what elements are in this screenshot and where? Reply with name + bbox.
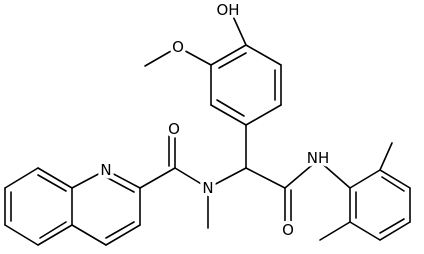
atom-label: O [168, 120, 180, 138]
atom-label: N [202, 179, 213, 197]
atom-label: O [172, 38, 184, 56]
atom-label: NH [307, 149, 330, 167]
atom-label: O [282, 221, 294, 239]
atom-label: N [100, 161, 111, 179]
bonds [4, 13, 411, 246]
atom-label: OH [216, 1, 239, 19]
